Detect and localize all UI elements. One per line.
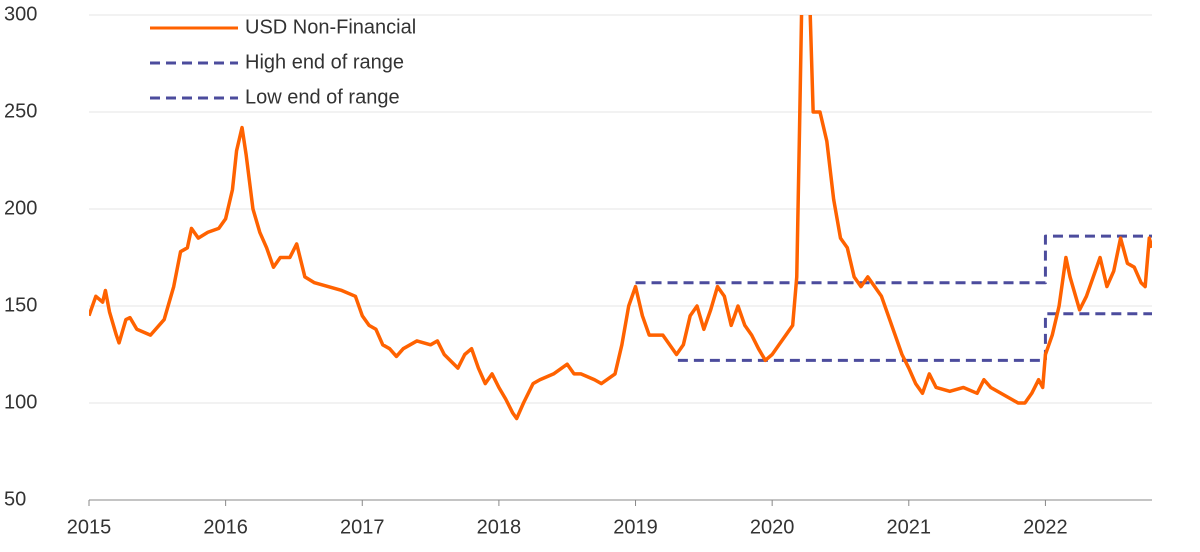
y-tick-label: 300: [4, 3, 37, 25]
y-tick-label: 250: [4, 100, 37, 122]
legend-label: USD Non-Financial: [245, 16, 416, 38]
series-line: [89, 15, 1152, 421]
plot-area: [89, 15, 1152, 421]
x-tick-label: 2018: [477, 516, 522, 538]
series-line: [635, 234, 1152, 285]
x-tick-label: 2019: [613, 516, 658, 538]
legend-label: High end of range: [245, 51, 404, 73]
x-tick-label: 2017: [340, 516, 385, 538]
y-tick-label: 150: [4, 294, 37, 316]
x-tick-label: 2021: [887, 516, 932, 538]
x-tick-label: 2022: [1023, 516, 1068, 538]
y-tick-label: 200: [4, 197, 37, 219]
y-tick-label: 100: [4, 391, 37, 413]
series-line: [677, 312, 1152, 362]
legend-label: Low end of range: [245, 86, 400, 108]
y-tick-label: 50: [4, 488, 26, 510]
x-tick-label: 2020: [750, 516, 795, 538]
x-tick-label: 2015: [67, 516, 112, 538]
x-tick-label: 2016: [203, 516, 248, 538]
